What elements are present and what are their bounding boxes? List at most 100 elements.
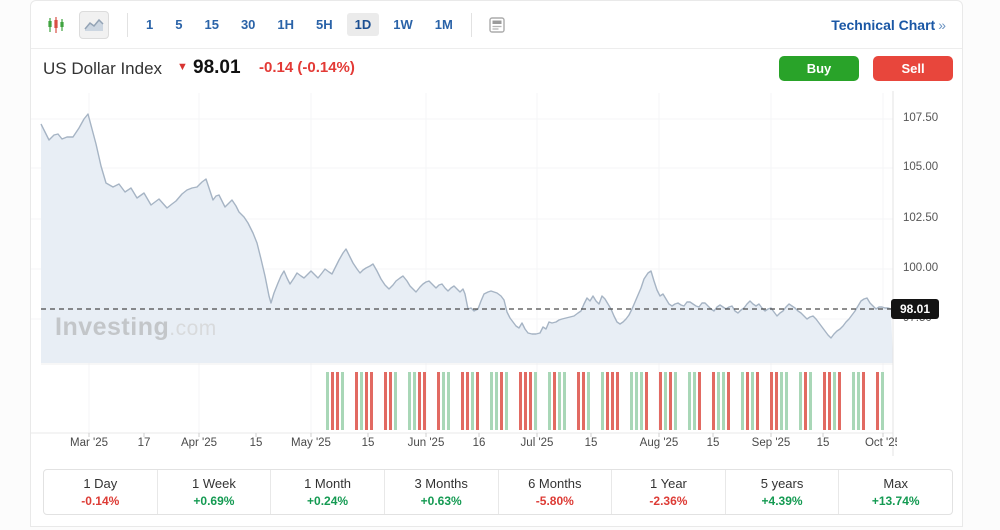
volume-bar-down <box>838 372 841 430</box>
volume-bar-down <box>577 372 580 430</box>
volume-bar-up <box>587 372 590 430</box>
change-absolute: -0.14 <box>259 59 294 76</box>
volume-bar-up <box>601 372 604 430</box>
volume-bar-down <box>669 372 672 430</box>
performance-cell-3-months: 3 Months +0.63% <box>385 470 499 514</box>
performance-period-label: 6 Months <box>528 476 582 491</box>
volume-bar-down <box>423 372 426 430</box>
performance-period-label: 3 Months <box>414 476 468 491</box>
volume-bar-down <box>476 372 479 430</box>
volume-bar-up <box>495 372 498 430</box>
x-axis: Mar '25 17 Apr '25 15 May '25 15 Jun '25 16 Jul … <box>31 437 897 453</box>
last-price-badge: 98.01 <box>891 299 939 319</box>
volume-bar-up <box>505 372 508 430</box>
volume-bar-down <box>770 372 773 430</box>
change-percent: (-0.14%) <box>297 59 355 76</box>
volume-bar-down <box>461 372 464 430</box>
volume-bar-up <box>751 372 754 430</box>
volume-bar-up <box>341 372 344 430</box>
line-chart-button[interactable] <box>79 10 109 39</box>
volume-bar-up <box>722 372 725 430</box>
volume-bar-up <box>693 372 696 430</box>
performance-period-label: 1 Week <box>192 476 236 491</box>
volume-bar-up <box>809 372 812 430</box>
timeframe-15[interactable]: 15 <box>204 17 219 32</box>
performance-value: +0.69% <box>193 494 235 508</box>
performance-cell-1-day: 1 Day -0.14% <box>44 470 158 514</box>
volume-bar-up <box>741 372 744 430</box>
volume-bar-up <box>640 372 643 430</box>
performance-cell-1-week: 1 Week +0.69% <box>158 470 272 514</box>
toolbar: 1 5 15 30 1H 5H 1D 1W 1M Technical Chart» <box>31 1 962 49</box>
price-line-series <box>40 113 892 339</box>
volume-bar-up <box>780 372 783 430</box>
volume-bar-down <box>756 372 759 430</box>
volume-bar-up <box>785 372 788 430</box>
performance-value: +0.24% <box>307 494 349 508</box>
volume-bar-down <box>519 372 522 430</box>
instrument-title: US Dollar Index <box>43 59 163 78</box>
technical-chart-link[interactable]: Technical Chart» <box>831 17 946 33</box>
volume-bar-up <box>548 372 551 430</box>
volume-bar-up <box>394 372 397 430</box>
timeframe-1w[interactable]: 1W <box>393 17 413 32</box>
volume-bar-up <box>833 372 836 430</box>
volume-bar-down <box>862 372 865 430</box>
price-area-series <box>41 114 893 363</box>
x-axis-label: Sep '25 <box>751 437 791 449</box>
volume-bar-down <box>524 372 527 430</box>
volume-bar-down <box>370 372 373 430</box>
volume-bar-down <box>775 372 778 430</box>
watermark-brand: Investing <box>55 313 170 341</box>
performance-value: -5.80% <box>535 494 574 508</box>
news-panel-button[interactable] <box>482 11 512 39</box>
x-axis-label: Mar '25 <box>70 437 108 449</box>
volume-bar-down <box>331 372 334 430</box>
volume-bar-up <box>717 372 720 430</box>
performance-value: +0.63% <box>420 494 462 508</box>
timeframe-1d[interactable]: 1D <box>346 13 380 36</box>
toolbar-divider <box>127 12 128 37</box>
volume-bar-down <box>659 372 662 430</box>
volume-bar-up <box>413 372 416 430</box>
price-down-arrow-icon: ▼ <box>177 61 188 73</box>
volume-bar-up <box>442 372 445 430</box>
x-axis-label: 15 <box>816 437 830 449</box>
performance-value: +4.39% <box>761 494 803 508</box>
buy-button[interactable]: Buy <box>779 56 859 81</box>
timeframe-1h[interactable]: 1H <box>277 17 295 32</box>
x-axis-label: 15 <box>706 437 720 449</box>
timeframe-1[interactable]: 1 <box>146 17 154 32</box>
x-axis-label: Oct '25 <box>864 437 897 449</box>
news-icon <box>489 16 505 33</box>
volume-bar-down <box>336 372 339 430</box>
y-axis-label: 105.00 <box>903 161 939 173</box>
volume-bar-up <box>857 372 860 430</box>
y-axis-label: 100.00 <box>903 262 939 274</box>
performance-cell-5-years: 5 years +4.39% <box>726 470 840 514</box>
timeframe-5[interactable]: 5 <box>175 17 183 32</box>
sell-button[interactable]: Sell <box>873 56 953 81</box>
timeframe-group: 1 5 15 30 1H 5H 1D 1W 1M <box>138 13 461 36</box>
timeframe-1m[interactable]: 1M <box>434 17 453 32</box>
volume-bar-up <box>360 372 363 430</box>
volume-bar-up <box>563 372 566 430</box>
x-axis-label: Apr '25 <box>180 437 218 449</box>
volume-bar-up <box>635 372 638 430</box>
performance-period-label: 1 Month <box>304 476 352 491</box>
x-axis-label: 15 <box>249 437 263 449</box>
volume-bar-down <box>582 372 585 430</box>
volume-bar-up <box>471 372 474 430</box>
volume-bar-down <box>876 372 879 430</box>
last-price: 98.01 <box>193 57 241 78</box>
line-chart-icon <box>84 18 104 31</box>
candlestick-chart-button[interactable] <box>41 11 71 39</box>
performance-value: -0.14% <box>81 494 120 508</box>
performance-table: 1 Day -0.14% 1 Week +0.69% 1 Month +0.24% 3 Mo… <box>43 469 953 515</box>
x-axis-label: May '25 <box>291 437 331 449</box>
volume-bar-down <box>746 372 749 430</box>
timeframe-30[interactable]: 30 <box>240 17 256 32</box>
volume-bar-up <box>630 372 633 430</box>
timeframe-5h[interactable]: 5H <box>316 17 333 32</box>
